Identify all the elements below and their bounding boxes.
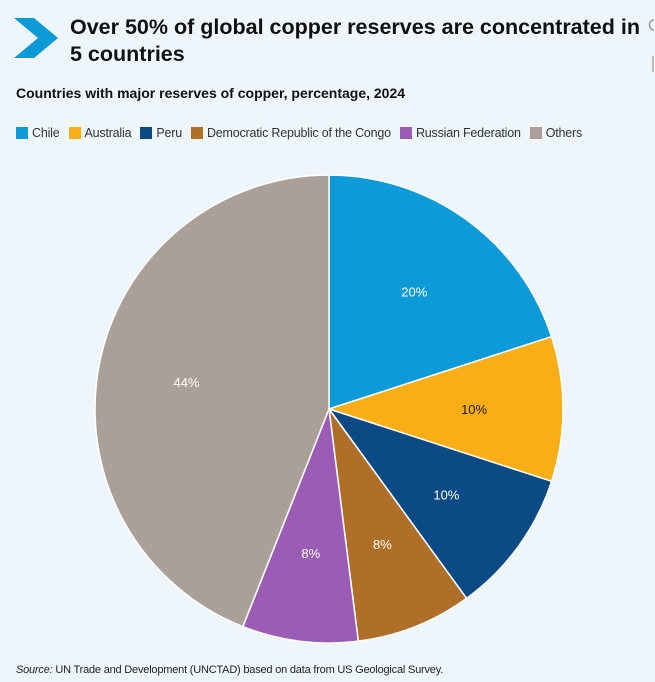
legend-swatch (68, 127, 81, 139)
pie-slice (327, 407, 553, 600)
legend-item: Australia (68, 126, 132, 140)
slice-data-label: 8% (301, 546, 320, 561)
pie-slice (328, 174, 553, 411)
legend-item: Peru (140, 126, 182, 140)
legend-item: Others (529, 126, 583, 140)
legend-item: Democratic Republic of the Congo (190, 126, 391, 140)
legend-label: Others (545, 126, 583, 140)
slice-data-label: 10% (433, 487, 459, 502)
chart-title: Over 50% of global copper reserves are c… (70, 15, 640, 66)
pie-slice (328, 408, 468, 642)
chart-legend: Chile Australia Peru Democratic Republic of… (16, 126, 646, 140)
legend-swatch (399, 127, 412, 139)
pie-slice (241, 408, 360, 644)
legend-label: Chile (32, 126, 60, 140)
legend-label: Democratic Republic of the Congo (206, 126, 391, 140)
cropped-edge-mark (648, 19, 655, 72)
legend-swatch (529, 127, 542, 139)
source-prefix: Source: (16, 664, 53, 676)
source-note: Source: UN Trade and Development (UNCTAD… (16, 664, 443, 676)
legend-item: Russian Federation (399, 126, 521, 140)
legend-swatch (16, 127, 28, 139)
pie-slice (326, 335, 564, 483)
pie-slice (94, 174, 330, 628)
legend-swatch (140, 127, 153, 139)
legend-label: Australia (84, 126, 132, 140)
legend-label: Peru (156, 126, 182, 140)
slice-data-label: 10% (461, 402, 487, 417)
slice-data-label: 20% (401, 285, 427, 300)
legend-swatch (190, 127, 203, 139)
slice-data-label: 8% (373, 537, 392, 552)
legend-item: Chile (16, 126, 60, 140)
chevron-logo-icon (14, 18, 58, 58)
slice-data-label: 44% (173, 375, 199, 390)
chart-subtitle: Countries with major reserves of copper,… (16, 85, 406, 101)
source-text: UN Trade and Development (UNCTAD) based … (52, 664, 444, 676)
legend-label: Russian Federation (415, 126, 521, 140)
